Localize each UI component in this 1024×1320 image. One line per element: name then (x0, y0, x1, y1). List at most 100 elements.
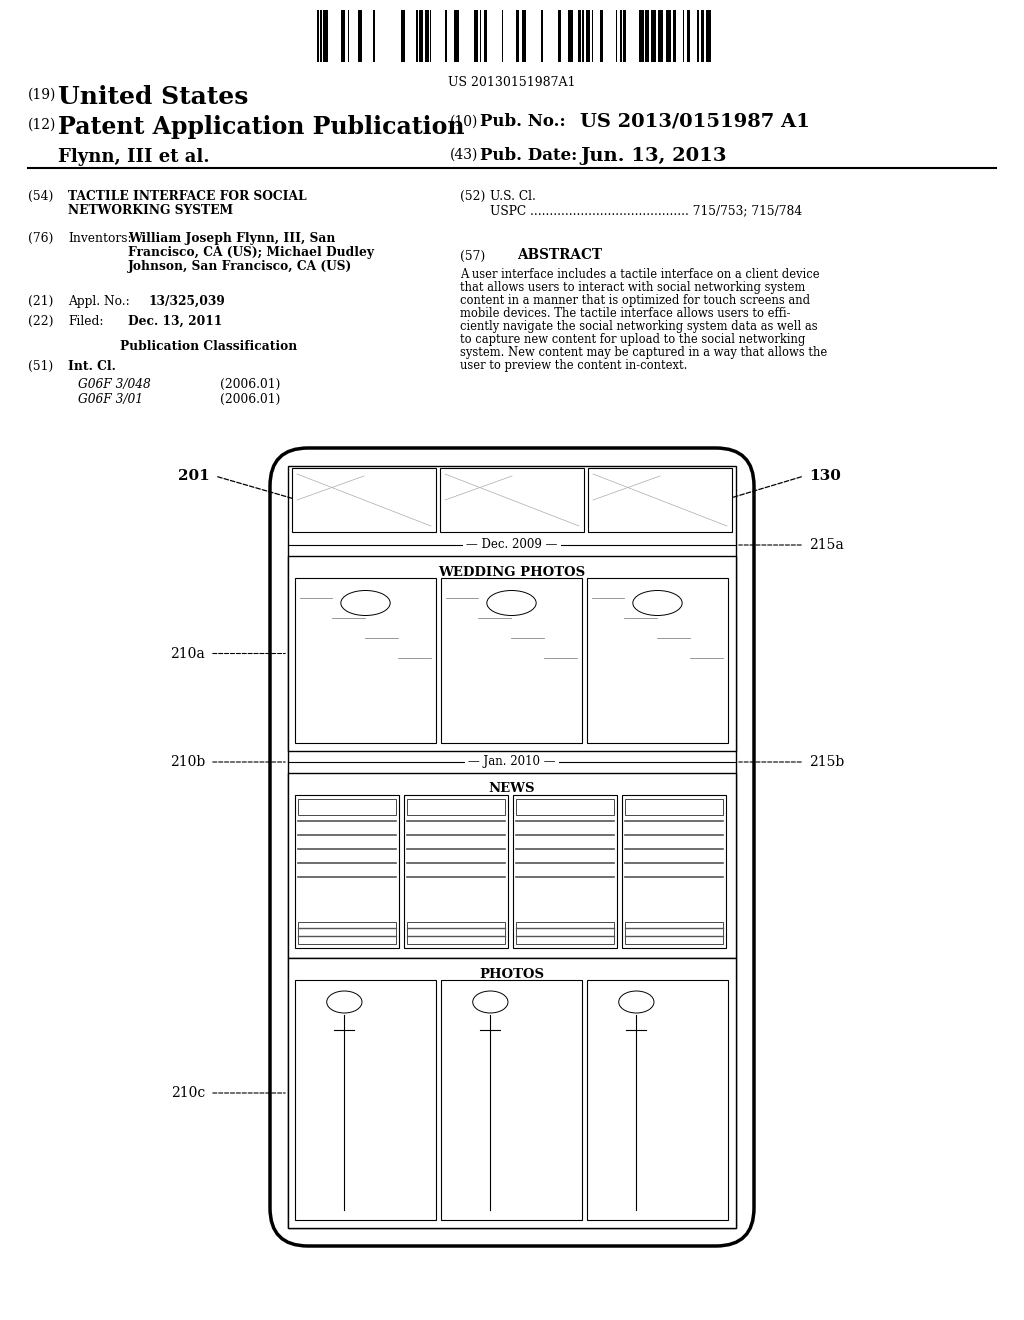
Text: 210b: 210b (170, 755, 205, 770)
Ellipse shape (486, 590, 537, 615)
Bar (658, 11, 663, 62)
Bar (516, 921, 614, 944)
Bar (295, 795, 399, 948)
Bar (358, 11, 362, 62)
Bar (620, 11, 622, 62)
Text: US 2013/0151987 A1: US 2013/0151987 A1 (580, 114, 810, 131)
Bar (288, 556, 736, 751)
Text: US 20130151987A1: US 20130151987A1 (449, 77, 575, 88)
Bar (645, 11, 649, 62)
Bar (687, 11, 690, 62)
Bar (516, 799, 614, 814)
Ellipse shape (341, 590, 390, 615)
Text: NEWS: NEWS (488, 783, 536, 796)
Bar (706, 11, 711, 62)
Bar (454, 11, 459, 62)
Text: mobile devices. The tactile interface allows users to effi-: mobile devices. The tactile interface al… (460, 308, 791, 319)
Text: Pub. Date:: Pub. Date: (480, 147, 578, 164)
Text: (51): (51) (28, 360, 53, 374)
Bar (625, 799, 723, 814)
Text: — Dec. 2009 —: — Dec. 2009 — (466, 539, 558, 552)
Bar (568, 11, 573, 62)
Bar (651, 11, 656, 62)
Ellipse shape (473, 991, 508, 1012)
Text: ciently navigate the social networking system data as well as: ciently navigate the social networking s… (460, 319, 817, 333)
Bar (582, 11, 584, 62)
Bar (295, 979, 436, 1220)
Bar (295, 578, 436, 743)
Text: (43): (43) (450, 148, 478, 162)
Bar (558, 11, 561, 62)
Text: 210a: 210a (170, 647, 205, 660)
Bar (441, 979, 582, 1220)
Text: USPC ......................................... 715/753; 715/784: USPC ...................................… (490, 205, 802, 216)
Bar (445, 11, 447, 62)
Text: 210c: 210c (171, 1086, 205, 1100)
Text: (19): (19) (28, 88, 56, 102)
Bar (587, 979, 728, 1220)
Text: to capture new content for upload to the social networking: to capture new content for upload to the… (460, 333, 805, 346)
Text: G06F 3/01: G06F 3/01 (78, 393, 143, 407)
Bar (623, 11, 626, 62)
Bar (404, 795, 508, 948)
Text: (76): (76) (28, 232, 53, 246)
Text: 215a: 215a (809, 539, 844, 552)
Text: Jun. 13, 2013: Jun. 13, 2013 (580, 147, 726, 165)
Text: (2006.01): (2006.01) (220, 378, 281, 391)
Text: (2006.01): (2006.01) (220, 393, 281, 407)
Bar (288, 774, 736, 958)
Bar (625, 921, 723, 944)
Text: PHOTOS: PHOTOS (479, 968, 545, 981)
Bar (578, 11, 581, 62)
Bar (666, 11, 671, 62)
Bar (440, 469, 584, 532)
Text: Filed:: Filed: (68, 315, 103, 327)
Bar (600, 11, 603, 62)
Text: ABSTRACT: ABSTRACT (517, 248, 602, 261)
Text: Appl. No.:: Appl. No.: (68, 294, 130, 308)
Text: that allows users to interact with social networking system: that allows users to interact with socia… (460, 281, 805, 294)
Bar (319, 11, 322, 62)
Bar (419, 11, 423, 62)
Bar (701, 11, 705, 62)
Text: WEDDING PHOTOS: WEDDING PHOTOS (438, 565, 586, 578)
Bar (586, 11, 590, 62)
Text: (54): (54) (28, 190, 53, 203)
Text: United States: United States (58, 84, 249, 110)
Text: 130: 130 (809, 469, 841, 483)
Bar (541, 11, 543, 62)
Text: A user interface includes a tactile interface on a client device: A user interface includes a tactile inte… (460, 268, 819, 281)
FancyBboxPatch shape (270, 447, 754, 1246)
Ellipse shape (327, 991, 361, 1012)
Bar (673, 11, 676, 62)
Text: system. New content may be captured in a way that allows the: system. New content may be captured in a… (460, 346, 827, 359)
Text: Pub. No.:: Pub. No.: (480, 114, 565, 129)
Ellipse shape (618, 991, 654, 1012)
Text: Johnson, San Francisco, CA (US): Johnson, San Francisco, CA (US) (128, 260, 352, 273)
Text: U.S. Cl.: U.S. Cl. (490, 190, 536, 203)
Text: user to preview the content in-context.: user to preview the content in-context. (460, 359, 687, 372)
Bar (341, 11, 345, 62)
Text: Inventors:: Inventors: (68, 232, 132, 246)
Bar (522, 11, 526, 62)
Text: (12): (12) (28, 117, 56, 132)
Text: (52): (52) (460, 190, 485, 203)
Bar (441, 578, 582, 743)
Bar (639, 11, 644, 62)
Bar (588, 469, 732, 532)
Text: G06F 3/048: G06F 3/048 (78, 378, 151, 391)
Bar (407, 921, 505, 944)
Bar (407, 799, 505, 814)
Bar (416, 11, 418, 62)
Text: 13/325,039: 13/325,039 (148, 294, 224, 308)
Text: Dec. 13, 2011: Dec. 13, 2011 (128, 315, 222, 327)
Text: Int. Cl.: Int. Cl. (68, 360, 116, 374)
Bar (587, 578, 728, 743)
Bar (474, 11, 478, 62)
Bar (373, 11, 375, 62)
Text: NETWORKING SYSTEM: NETWORKING SYSTEM (68, 205, 233, 216)
Text: — Jan. 2010 —: — Jan. 2010 — (468, 755, 556, 768)
Text: 201: 201 (178, 469, 210, 483)
Bar (317, 11, 319, 62)
Bar (298, 921, 396, 944)
